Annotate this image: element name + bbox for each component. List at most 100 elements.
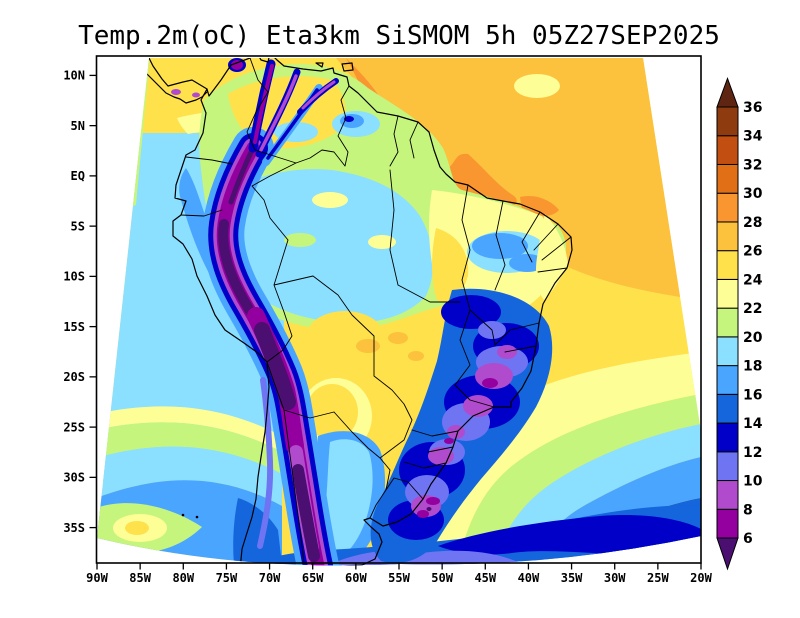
x-tick-label: 90W: [86, 571, 108, 585]
temp-region: [330, 58, 701, 300]
temp-region: [301, 80, 336, 110]
temp-region: [514, 74, 560, 98]
temp-region: [97, 406, 282, 452]
country-borders: [180, 58, 424, 564]
temp-region: [509, 254, 545, 272]
temp-region: [346, 58, 517, 208]
y-tick-label: 5N: [71, 119, 85, 133]
temp-region: [368, 235, 396, 249]
temp-region: [417, 510, 429, 518]
x-axis: 90W 85W 80W 75W 70W 65W 60W 55W 50W 45W 40W 35W 30W 2…: [86, 563, 713, 585]
temp-region: [432, 228, 469, 302]
temp-region: [257, 377, 274, 549]
state-borders: [389, 169, 572, 469]
colorbar-swatch: [716, 336, 739, 367]
temp-region: [356, 339, 380, 353]
temp-region: [458, 394, 701, 565]
colorbar-label: 24: [743, 272, 763, 288]
temp-region: [312, 192, 348, 208]
x-tick-label: 80W: [172, 571, 194, 585]
colorbar-swatch: [716, 365, 739, 395]
temp-region: [441, 295, 501, 329]
plot-title: Temp.2m(oC) Eta3km SiSMOM 5h 05Z27SEP202…: [78, 21, 720, 51]
y-tick-label: EQ: [71, 169, 85, 183]
x-tick-label: 65W: [302, 571, 324, 585]
y-tick-label: 25S: [63, 420, 85, 434]
temp-region: [97, 422, 282, 474]
y-tick-label: 20S: [63, 370, 85, 384]
colorbar-swatch: [716, 451, 739, 482]
temp-region: [482, 378, 498, 388]
temp-region: [233, 498, 282, 565]
temp-region: [408, 351, 424, 361]
colorbar-label: 32: [743, 157, 762, 173]
colorbar-swatch: [716, 192, 739, 223]
temp-region: [426, 497, 440, 505]
x-tick-label: 35W: [561, 571, 583, 585]
colorbar-label: 8: [743, 502, 753, 518]
colorbar-label: 22: [743, 301, 762, 317]
temp-region: [253, 64, 274, 144]
y-tick-label: 10N: [63, 69, 85, 83]
temp-region: [228, 145, 256, 205]
x-tick-label: 20W: [690, 571, 712, 585]
colorbar-label: 18: [743, 359, 762, 375]
colorbar-label: 28: [743, 215, 762, 231]
colorbar-swatch: [716, 221, 739, 252]
temp-region: [426, 507, 432, 511]
temp-region: [388, 332, 408, 344]
colorbar-label: 26: [743, 244, 762, 260]
temp-region: [171, 89, 181, 95]
temp-region: [292, 464, 320, 562]
colorbar-label: 30: [743, 186, 763, 202]
y-tick-label: 35S: [63, 521, 85, 535]
colorbar-swatch: [716, 106, 739, 137]
colorbar-label: 6: [743, 531, 753, 547]
x-tick-label: 70W: [259, 571, 281, 585]
temp-region: [259, 74, 298, 152]
colorbar-swatch: [716, 508, 739, 539]
temp-region: [192, 92, 200, 98]
colorbar: 6 8 10 12 14 16 18 20 22 24 26 28 30 32 34 36: [716, 77, 763, 571]
y-axis: 10N 5N EQ 5S 10S 15S 20S 25S 30S 35S: [63, 69, 96, 535]
temp-region: [306, 384, 358, 440]
colorbar-label: 36: [743, 100, 762, 116]
x-tick-label: 30W: [604, 571, 626, 585]
y-tick-label: 30S: [63, 471, 85, 485]
x-tick-label: 60W: [345, 571, 367, 585]
x-tick-label: 50W: [431, 571, 453, 585]
colorbar-label: 14: [743, 416, 763, 432]
temp-region: [344, 116, 354, 122]
temp-region: [231, 60, 243, 70]
temp-region: [424, 352, 701, 565]
colorbar-swatch: [716, 480, 739, 510]
central-america-coastline: [144, 58, 208, 104]
colorbar-label: 12: [743, 445, 762, 461]
south-america-coastline: [172, 58, 573, 566]
temp-region: [472, 233, 528, 259]
temp-region: [438, 515, 701, 558]
y-tick-label: 5S: [71, 219, 85, 233]
temp-region: [125, 521, 149, 535]
temp-region: [254, 322, 296, 410]
colorbar-swatch: [716, 278, 739, 309]
colorbar-swatch: [716, 135, 739, 165]
trinidad-island: [315, 62, 354, 72]
temp-region: [97, 446, 282, 506]
andes-cold-ridge: [171, 58, 339, 566]
temp-region: [325, 439, 373, 559]
colorbar-label: 20: [743, 330, 763, 346]
temp-region: [536, 214, 568, 300]
colorbar-swatch: [716, 163, 739, 194]
temp-region: [444, 438, 454, 444]
colorbar-swatch: [716, 250, 739, 280]
x-tick-label: 85W: [129, 571, 151, 585]
y-tick-label: 10S: [63, 270, 85, 284]
colorbar-label: 10: [743, 474, 763, 490]
temperature-field: [97, 58, 701, 566]
colorbar-label: 34: [743, 129, 763, 145]
x-tick-label: 40W: [518, 571, 540, 585]
y-tick-label: 15S: [63, 320, 85, 334]
